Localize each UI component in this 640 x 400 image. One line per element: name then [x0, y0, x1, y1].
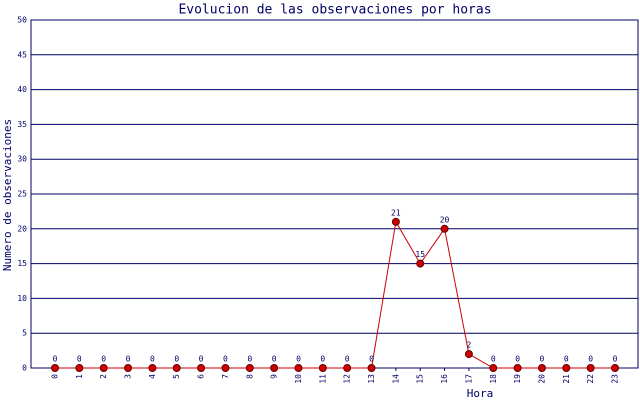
y-tick-label: 20 — [17, 224, 27, 233]
data-label: 20 — [440, 215, 450, 224]
x-tick-label: 21 — [562, 374, 571, 384]
data-point — [245, 364, 254, 372]
chart-title: Evolucion de las observaciones por horas — [178, 3, 491, 18]
x-tick-label: 13 — [367, 374, 376, 384]
data-point — [172, 364, 181, 372]
y-tick-label: 30 — [17, 155, 27, 164]
y-tick-label: 40 — [17, 85, 27, 94]
data-label: 0 — [588, 355, 593, 364]
data-label: 0 — [199, 355, 204, 364]
data-point — [562, 364, 571, 372]
x-tick-label: 1 — [75, 374, 84, 379]
x-tick-label: 7 — [221, 374, 230, 379]
x-tick-label: 11 — [318, 374, 327, 384]
data-point — [537, 364, 546, 372]
data-point — [294, 364, 303, 372]
data-label: 0 — [247, 355, 252, 364]
data-label: 0 — [223, 355, 228, 364]
data-point — [440, 224, 449, 233]
data-label: 0 — [53, 355, 58, 364]
data-label: 0 — [320, 355, 325, 364]
y-axis-label: Numero de observaciones — [1, 119, 14, 271]
data-label: 0 — [150, 355, 155, 364]
data-point — [513, 364, 522, 372]
data-point — [99, 364, 108, 372]
y-tick-label: 35 — [17, 120, 27, 129]
data-label: 0 — [126, 355, 131, 364]
x-tick-label: 3 — [124, 374, 133, 379]
x-tick-label: 10 — [294, 374, 303, 384]
x-tick-label: 19 — [513, 374, 522, 384]
data-label: 0 — [174, 355, 179, 364]
y-tick-label: 10 — [17, 294, 27, 303]
data-label: 2 — [466, 341, 471, 350]
data-label: 0 — [345, 355, 350, 364]
x-tick-label: 16 — [440, 374, 449, 384]
y-tick-label: 50 — [17, 16, 27, 25]
y-tick-label: 15 — [17, 259, 27, 268]
data-point — [221, 364, 230, 372]
y-tick-label: 45 — [17, 50, 27, 59]
data-point — [416, 259, 425, 268]
x-tick-label: 17 — [464, 374, 473, 384]
data-point — [124, 364, 133, 372]
data-label: 0 — [77, 355, 82, 364]
y-tick-label: 5 — [22, 329, 27, 338]
y-tick-label: 0 — [22, 364, 27, 373]
data-label: 0 — [540, 355, 545, 364]
data-label: 0 — [515, 355, 520, 364]
data-label: 0 — [564, 355, 569, 364]
data-label: 0 — [296, 355, 301, 364]
data-point — [343, 364, 352, 372]
x-tick-label: 15 — [416, 374, 425, 384]
data-point — [148, 364, 157, 372]
data-point — [586, 364, 595, 372]
x-tick-label: 14 — [391, 374, 400, 384]
data-point — [391, 217, 400, 226]
x-tick-label: 8 — [245, 374, 254, 379]
x-tick-label: 4 — [148, 374, 157, 379]
x-axis-label: Hora — [467, 387, 494, 400]
data-point — [51, 364, 59, 372]
data-point — [611, 364, 619, 372]
data-point — [464, 350, 473, 359]
data-label: 0 — [369, 355, 374, 364]
x-tick-label: 20 — [537, 374, 546, 384]
x-tick-label: 2 — [99, 374, 108, 379]
data-label: 15 — [415, 250, 425, 259]
data-point — [367, 364, 376, 372]
data-point — [489, 364, 498, 372]
x-tick-label: 12 — [343, 374, 352, 384]
data-point — [197, 364, 206, 372]
data-label: 0 — [272, 355, 277, 364]
x-tick-label: 18 — [489, 374, 498, 384]
data-label: 0 — [101, 355, 106, 364]
data-label: 0 — [613, 355, 618, 364]
data-label: 21 — [391, 208, 401, 217]
data-point — [318, 364, 327, 372]
y-tick-label: 25 — [17, 190, 27, 199]
data-label: 0 — [491, 355, 496, 364]
data-point — [75, 364, 84, 372]
data-line — [55, 220, 615, 369]
x-tick-label: 5 — [172, 374, 181, 379]
x-tick-label: 23 — [611, 374, 620, 384]
x-tick-label: 0 — [51, 374, 60, 379]
data-point — [270, 364, 279, 372]
x-tick-label: 22 — [586, 374, 595, 384]
x-tick-label: 9 — [270, 374, 279, 379]
x-tick-label: 6 — [197, 374, 206, 379]
